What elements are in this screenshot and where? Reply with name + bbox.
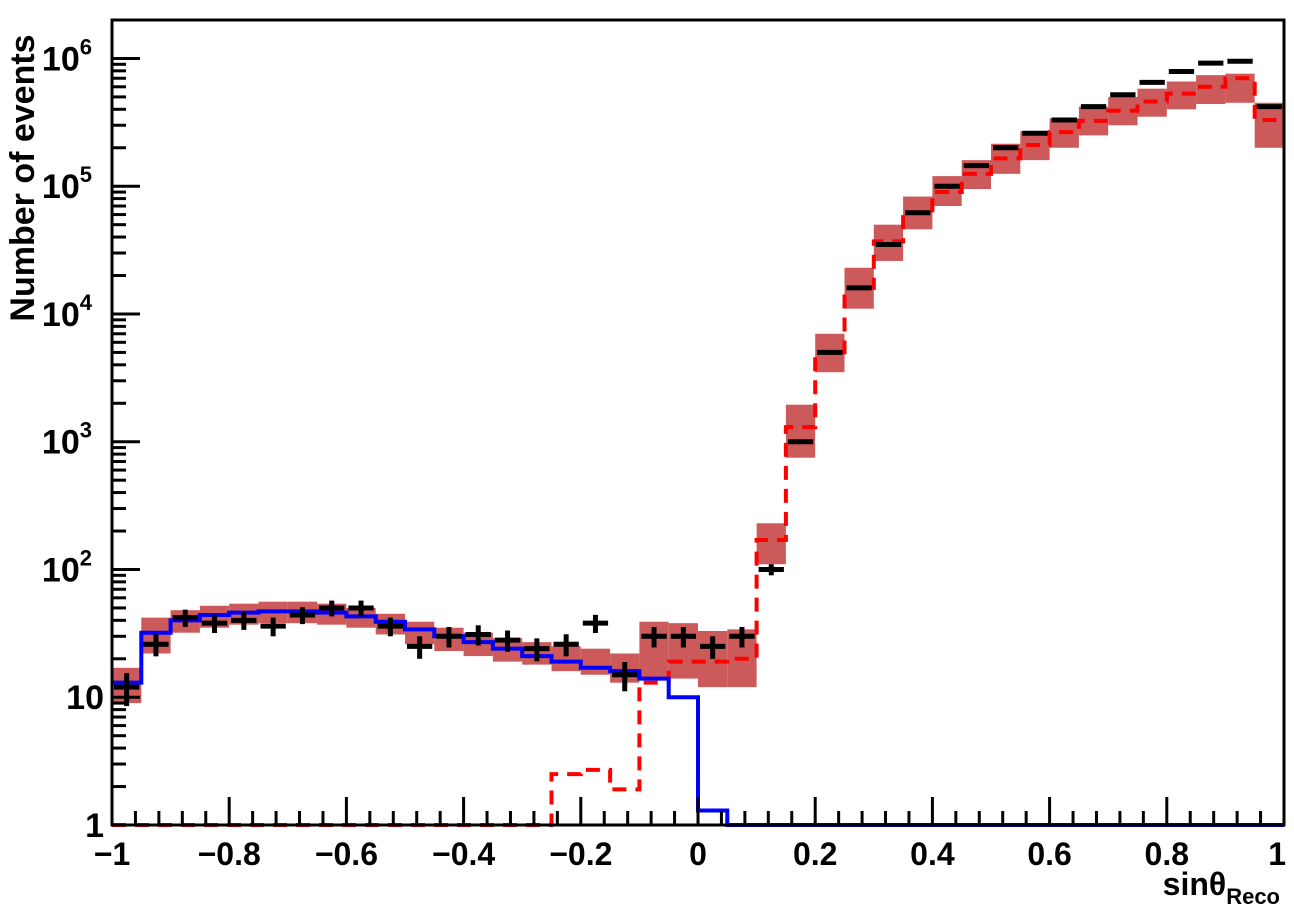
x-tick-label: −0.8 [198, 836, 261, 872]
data-point [407, 636, 433, 659]
data-point [289, 607, 316, 625]
data-point [553, 634, 579, 657]
data-point [201, 614, 228, 633]
y-tick-label-exponent: 2 [80, 545, 92, 570]
data-point [114, 673, 140, 707]
data-point [582, 614, 609, 633]
data-point [494, 630, 521, 652]
y-tick-label-base: 10 [42, 296, 80, 334]
x-tick-label: 0.4 [910, 836, 955, 872]
y-tick-label: 103 [42, 418, 92, 462]
y-tick-label-base: 1 [85, 807, 104, 845]
data-point [612, 662, 638, 692]
x-tick-labels: −1 −0.8 −0.6 −0.4 −0.2 0 0.2 0.4 0.6 0.8 1 [94, 836, 1286, 872]
y-tick-label-exponent: 5 [80, 162, 92, 187]
data-point [700, 636, 726, 659]
y-tick-label-base: 10 [42, 168, 80, 206]
y-tick-label-base: 10 [42, 40, 80, 78]
data-point [729, 626, 755, 648]
y-tick-label-base: 10 [66, 679, 104, 717]
x-tick-label: 1 [1268, 836, 1286, 872]
data-point [260, 617, 286, 637]
y-tick-label: 102 [42, 545, 92, 589]
x-tick-label: −0.2 [549, 836, 612, 872]
data-point [231, 612, 257, 630]
y-tick-label: 104 [42, 290, 93, 334]
y-tick-label: 10 [66, 679, 104, 717]
y-axis-label: Number of events [4, 34, 42, 321]
y-tick-label-exponent: 3 [80, 418, 92, 443]
data-point [319, 600, 345, 617]
data-point [641, 626, 667, 648]
error-band-bin [756, 523, 786, 565]
y-tick-label-exponent: 4 [80, 290, 93, 315]
data-point [465, 625, 491, 646]
error-band-bin [580, 648, 611, 675]
y-tick-label-base: 10 [42, 551, 80, 589]
x-tick-label: 0.8 [1145, 836, 1189, 872]
error-band-bin [1254, 102, 1284, 148]
y-tick-label: 1 [85, 807, 104, 845]
plot-content [112, 58, 1284, 827]
axes [110, 18, 1286, 827]
data-point [348, 600, 374, 617]
y-tick-label-exponent: 6 [80, 34, 92, 59]
data-point [670, 626, 696, 648]
x-axis-label: sinθReco [1163, 866, 1280, 909]
data-point [377, 617, 403, 637]
data-point [524, 638, 550, 662]
x-tick-label: 0.2 [793, 836, 837, 872]
x-tick-label: 0.6 [1027, 836, 1071, 872]
x-tick-label: −0.4 [432, 836, 495, 872]
x-tick-label: 0 [689, 836, 707, 872]
x-axis-label-sub: Reco [1226, 884, 1280, 909]
data-point [758, 564, 784, 576]
data-point [172, 609, 198, 627]
error-band-bin [1196, 75, 1226, 105]
data-point [436, 626, 462, 648]
y-tick-label-base: 10 [42, 424, 80, 462]
y-tick-label: 105 [42, 162, 92, 206]
x-axis-label-main: sinθ [1163, 866, 1227, 902]
x-tick-label: −0.6 [315, 836, 378, 872]
data-point [143, 634, 169, 657]
error-band-bin [785, 404, 816, 458]
y-tick-label: 106 [42, 34, 92, 78]
x-tick-label: −1 [94, 836, 130, 872]
